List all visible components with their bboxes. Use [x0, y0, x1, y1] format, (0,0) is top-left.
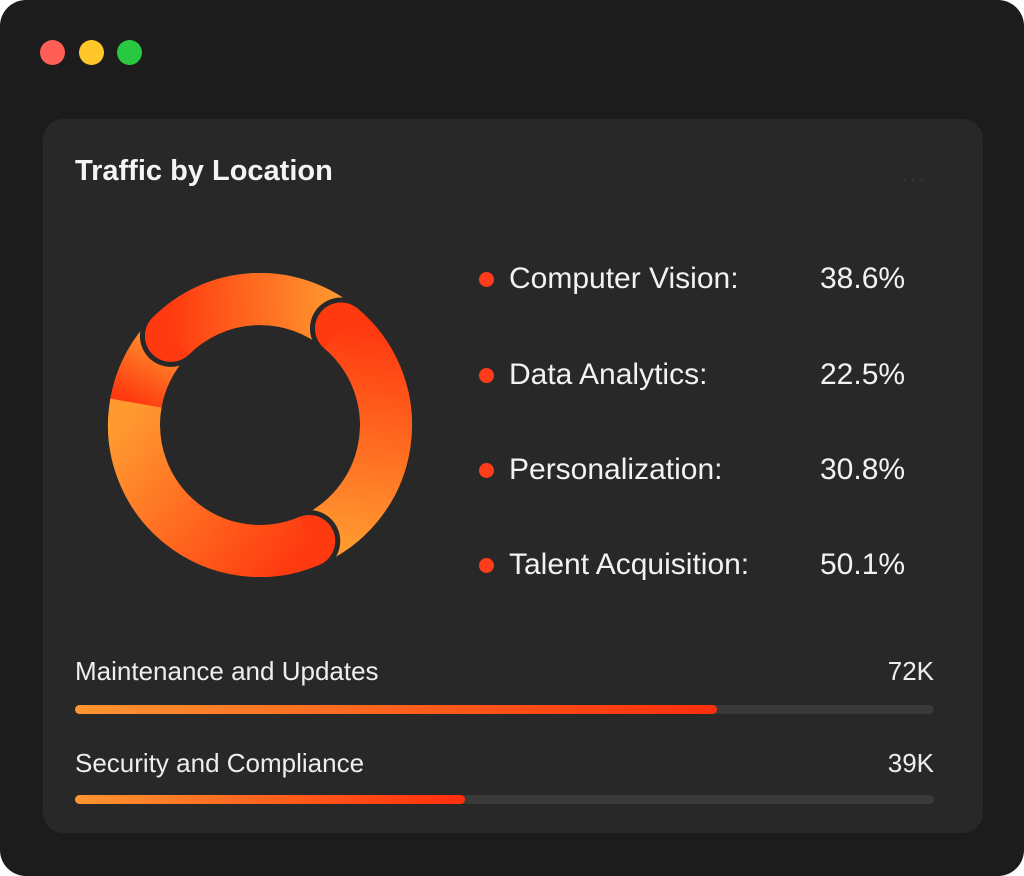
legend-item: Computer Vision: 38.6%: [479, 259, 905, 299]
bar-value: 72K: [887, 656, 934, 686]
legend-dot-icon: [479, 557, 494, 573]
bar-label: Security and Compliance: [75, 748, 365, 778]
close-window-button[interactable]: [40, 40, 65, 65]
progress-bar: [75, 795, 934, 804]
legend-item: Talent Acquisition: 50.1%: [479, 545, 905, 585]
legend-dot-icon: [479, 271, 494, 287]
legend-label: Data Analytics:: [509, 358, 708, 391]
donut-chart: [104, 273, 412, 577]
legend-value: 50.1%: [820, 548, 906, 581]
legend-item: Personalization: 30.8%: [479, 450, 905, 490]
minimize-window-button[interactable]: [79, 40, 104, 65]
progress-fill: [75, 795, 465, 804]
legend-label: Personalization:: [509, 453, 723, 486]
donut-segment: [108, 398, 320, 577]
bar-value: 39K: [887, 748, 934, 778]
legend-value: 30.8%: [820, 453, 906, 486]
legend-value: 22.5%: [820, 358, 906, 391]
maximize-window-button[interactable]: [117, 40, 142, 65]
legend-dot-icon: [479, 462, 494, 478]
progress-fill: [75, 705, 717, 714]
legend-dot-icon: [479, 367, 494, 383]
donut-segment: [298, 308, 412, 565]
legend-label: Talent Acquisition:: [509, 548, 750, 581]
ellipsis-icon[interactable]: ···: [901, 169, 927, 191]
bar-label: Maintenance and Updates: [75, 656, 379, 686]
progress-bar: [75, 705, 934, 714]
traffic-card: Traffic by Location ··· Computer Vision:…: [43, 119, 983, 833]
legend-label: Computer Vision:: [509, 262, 739, 295]
legend-value: 38.6%: [820, 262, 906, 295]
legend-item: Data Analytics: 22.5%: [479, 355, 905, 395]
card-title: Traffic by Location: [75, 155, 333, 187]
